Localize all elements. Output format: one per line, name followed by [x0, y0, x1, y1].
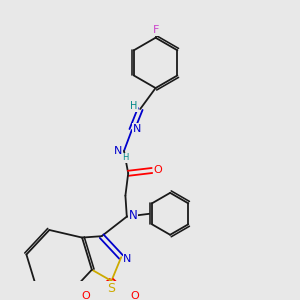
Text: O: O: [130, 291, 139, 300]
Text: N: N: [133, 124, 141, 134]
Text: O: O: [81, 291, 90, 300]
Text: H: H: [130, 101, 137, 111]
Text: H: H: [122, 153, 129, 162]
Text: N: N: [129, 209, 137, 222]
Text: F: F: [152, 25, 159, 35]
Text: N: N: [114, 146, 123, 156]
Text: O: O: [154, 166, 163, 176]
Text: S: S: [107, 282, 116, 295]
Text: N: N: [123, 254, 131, 263]
